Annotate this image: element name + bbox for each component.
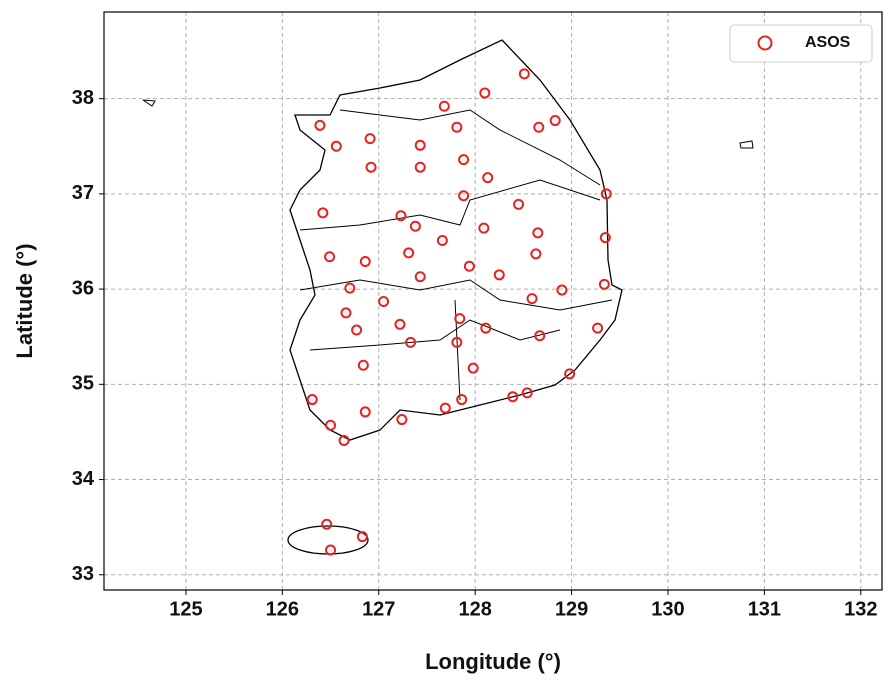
station-point (364, 133, 376, 145)
station-point (365, 161, 377, 173)
station-point (463, 260, 475, 272)
station-point (324, 251, 336, 263)
x-tick-label: 130 (651, 598, 684, 620)
legend-marker (757, 35, 773, 51)
station-point (532, 227, 544, 239)
x-tick-label: 132 (844, 598, 877, 620)
station-point (414, 271, 426, 283)
station-point (598, 278, 610, 290)
station-point (549, 115, 561, 127)
station-point (564, 368, 576, 380)
station-point (439, 402, 451, 414)
station-point (351, 324, 363, 336)
station-point (321, 518, 333, 530)
station-point (396, 414, 408, 426)
station-point (451, 336, 463, 348)
station-point (356, 531, 368, 543)
station-point (479, 87, 491, 99)
station-point (534, 330, 546, 342)
station-point (409, 220, 421, 232)
station-point (556, 284, 568, 296)
station-point (438, 100, 450, 112)
station-point (325, 419, 337, 431)
station-point (467, 362, 479, 374)
station-point (592, 322, 604, 334)
station-point (530, 248, 542, 260)
x-axis-label: Longitude (°) (425, 649, 561, 674)
station-point (458, 154, 470, 166)
station-point (600, 188, 612, 200)
islands (142, 99, 754, 149)
station-point (359, 406, 371, 418)
station-point (480, 322, 492, 334)
station-point (414, 161, 426, 173)
province-borders (299, 109, 613, 401)
station-point (403, 247, 415, 259)
y-tick-label: 33 (72, 563, 94, 585)
station-point (314, 119, 326, 131)
station-point (518, 68, 530, 80)
x-tick-label: 127 (362, 598, 395, 620)
plot-frame (103, 11, 883, 591)
station-point (325, 544, 337, 556)
legend-box (729, 24, 873, 63)
x-tick-label: 129 (555, 598, 588, 620)
station-point (317, 207, 329, 219)
x-tick-label: 125 (169, 598, 202, 620)
station-point (482, 172, 494, 184)
y-tick-label: 34 (72, 468, 95, 490)
y-tick-label: 37 (72, 182, 94, 204)
station-point (306, 394, 318, 406)
station-point (338, 435, 350, 447)
station-point (493, 269, 505, 281)
station-point (456, 394, 468, 406)
y-tick-label: 38 (72, 87, 94, 109)
station-point (394, 318, 406, 330)
station-point (414, 139, 426, 151)
station-point (405, 336, 417, 348)
station-point (395, 210, 407, 222)
station-point (507, 391, 519, 403)
station-point (599, 232, 611, 244)
x-tick-label: 131 (748, 598, 781, 620)
station-point (378, 295, 390, 307)
station-point (458, 190, 470, 202)
station-point (436, 235, 448, 247)
station-point (330, 140, 342, 152)
legend-label: ASOS (805, 34, 851, 51)
x-tick-label: 128 (458, 598, 491, 620)
station-point (478, 222, 490, 234)
y-axis-label: Latitude (°) (12, 243, 37, 358)
station-point (526, 293, 538, 305)
x-tick-label: 126 (266, 598, 299, 620)
station-point (533, 121, 545, 133)
y-tick-label: 36 (72, 277, 94, 299)
coastline (289, 39, 623, 441)
station-point (521, 387, 533, 399)
station-point (451, 121, 463, 133)
station-point (357, 359, 369, 371)
station-point (513, 198, 525, 210)
station-point (340, 307, 352, 319)
station-point (454, 313, 466, 325)
station-point (359, 255, 371, 267)
station-point (344, 282, 356, 294)
y-tick-label: 35 (72, 373, 94, 395)
